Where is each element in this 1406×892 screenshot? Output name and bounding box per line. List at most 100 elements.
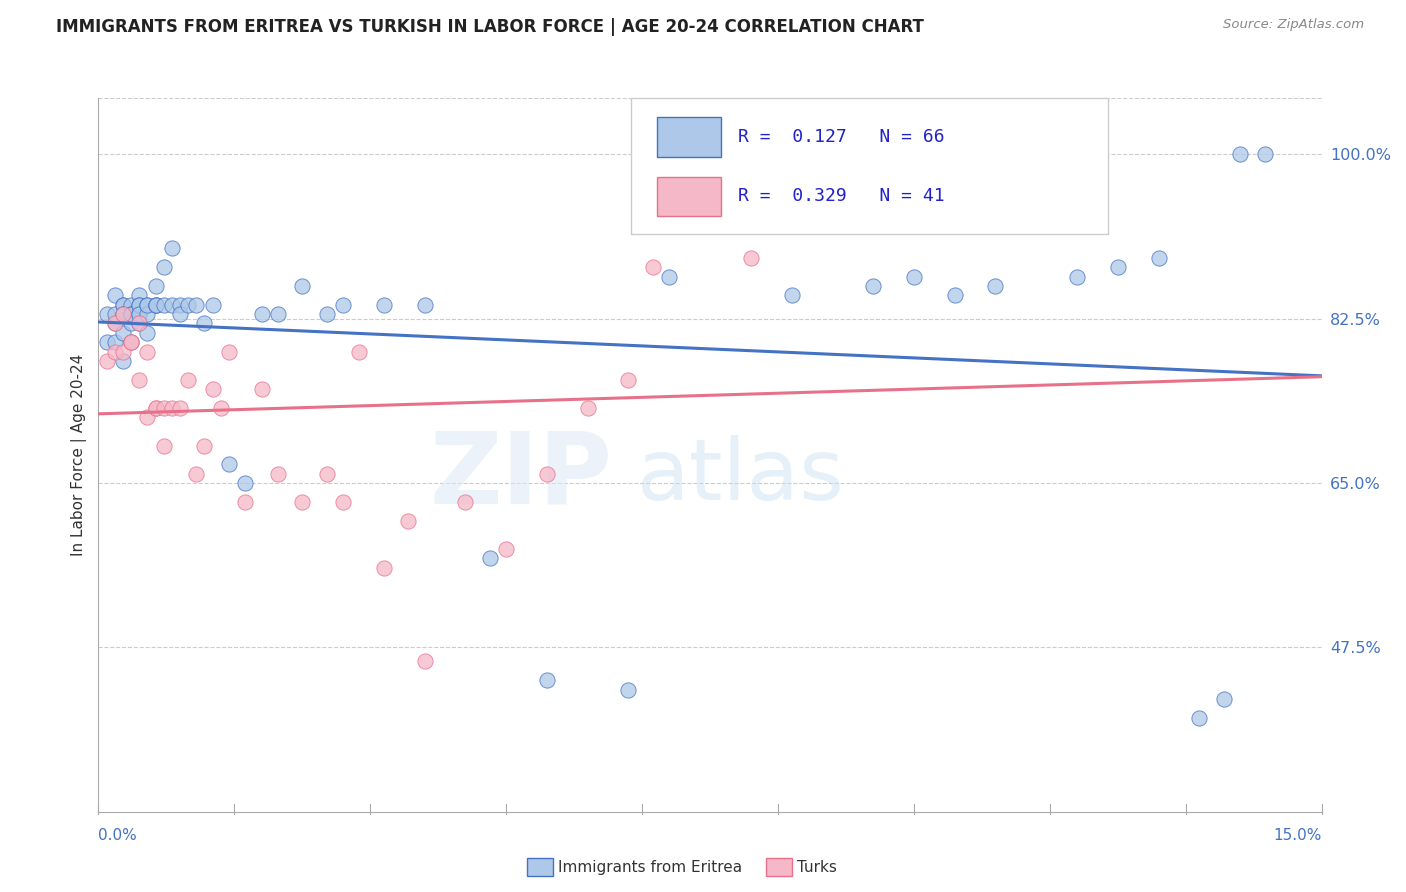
Point xyxy=(454,495,477,509)
Text: IMMIGRANTS FROM ERITREA VS TURKISH IN LABOR FORCE | AGE 20-24 CORRELATION CHART: IMMIGRANTS FROM ERITREA VS TURKISH IN LA… xyxy=(56,18,924,36)
Point xyxy=(160,298,183,312)
Point xyxy=(145,298,167,312)
Point xyxy=(128,298,150,312)
Point xyxy=(104,317,127,331)
Point xyxy=(617,373,640,387)
Point xyxy=(104,307,127,321)
Point xyxy=(160,401,183,415)
Text: atlas: atlas xyxy=(637,434,845,518)
Point xyxy=(267,307,290,321)
Point xyxy=(413,298,436,312)
Point xyxy=(740,251,762,265)
Point xyxy=(111,344,134,359)
Point xyxy=(291,279,314,293)
Point xyxy=(145,401,167,415)
Point xyxy=(120,307,142,321)
Point xyxy=(641,260,664,274)
Point xyxy=(152,298,174,312)
Point xyxy=(111,307,134,321)
Text: Turks: Turks xyxy=(797,860,837,874)
Point xyxy=(332,495,354,509)
Point xyxy=(233,495,256,509)
Y-axis label: In Labor Force | Age 20-24: In Labor Force | Age 20-24 xyxy=(72,354,87,556)
Point xyxy=(136,326,159,340)
Point xyxy=(396,514,419,528)
Point xyxy=(862,279,884,293)
Bar xyxy=(658,118,721,157)
Point xyxy=(120,335,142,350)
Point xyxy=(201,298,224,312)
Point xyxy=(136,298,159,312)
Point xyxy=(177,298,200,312)
Point xyxy=(1229,147,1251,161)
Point xyxy=(169,307,191,321)
Point xyxy=(136,410,159,425)
Text: ZIP: ZIP xyxy=(429,428,612,524)
Text: Source: ZipAtlas.com: Source: ZipAtlas.com xyxy=(1223,18,1364,31)
Point xyxy=(209,401,232,415)
Point xyxy=(152,260,174,274)
Point xyxy=(169,401,191,415)
FancyBboxPatch shape xyxy=(630,98,1108,234)
Point xyxy=(128,317,150,331)
Point xyxy=(903,269,925,284)
Point xyxy=(250,307,273,321)
Point xyxy=(1212,692,1234,706)
Point xyxy=(120,298,142,312)
Point xyxy=(291,495,314,509)
Point xyxy=(96,354,118,368)
Point xyxy=(152,438,174,452)
Point xyxy=(218,344,240,359)
Point xyxy=(111,354,134,368)
Point xyxy=(1188,711,1211,725)
Bar xyxy=(658,177,721,216)
Point xyxy=(332,298,354,312)
Point xyxy=(111,326,134,340)
Point xyxy=(160,241,183,255)
Point xyxy=(120,335,142,350)
Point xyxy=(145,401,167,415)
Point xyxy=(233,476,256,491)
Point xyxy=(177,373,200,387)
Point xyxy=(145,279,167,293)
Point xyxy=(373,560,395,574)
Point xyxy=(120,335,142,350)
Point xyxy=(617,682,640,697)
Point xyxy=(104,335,127,350)
Point xyxy=(111,307,134,321)
Point xyxy=(120,307,142,321)
Point xyxy=(780,288,803,302)
Point xyxy=(536,673,558,688)
Point xyxy=(128,307,150,321)
Text: R =  0.127   N = 66: R = 0.127 N = 66 xyxy=(738,128,945,145)
Point xyxy=(478,551,501,566)
Point xyxy=(943,288,966,302)
Point xyxy=(267,467,290,481)
Point xyxy=(193,317,215,331)
Point xyxy=(145,298,167,312)
Point xyxy=(104,317,127,331)
Point xyxy=(218,458,240,472)
Point xyxy=(1147,251,1170,265)
Point xyxy=(413,655,436,669)
Point xyxy=(201,382,224,396)
Point xyxy=(169,298,191,312)
Point xyxy=(1253,147,1275,161)
Point xyxy=(373,298,395,312)
Point xyxy=(128,373,150,387)
Text: 15.0%: 15.0% xyxy=(1274,828,1322,843)
Point xyxy=(136,307,159,321)
Point xyxy=(315,467,337,481)
Point xyxy=(186,298,208,312)
Point xyxy=(104,344,127,359)
Point xyxy=(128,307,150,321)
Point xyxy=(536,467,558,481)
Text: R =  0.329   N = 41: R = 0.329 N = 41 xyxy=(738,187,945,205)
Point xyxy=(96,335,118,350)
Point xyxy=(315,307,337,321)
Point xyxy=(1107,260,1129,274)
Point xyxy=(104,288,127,302)
Point xyxy=(984,279,1007,293)
Point xyxy=(576,401,599,415)
Point xyxy=(250,382,273,396)
